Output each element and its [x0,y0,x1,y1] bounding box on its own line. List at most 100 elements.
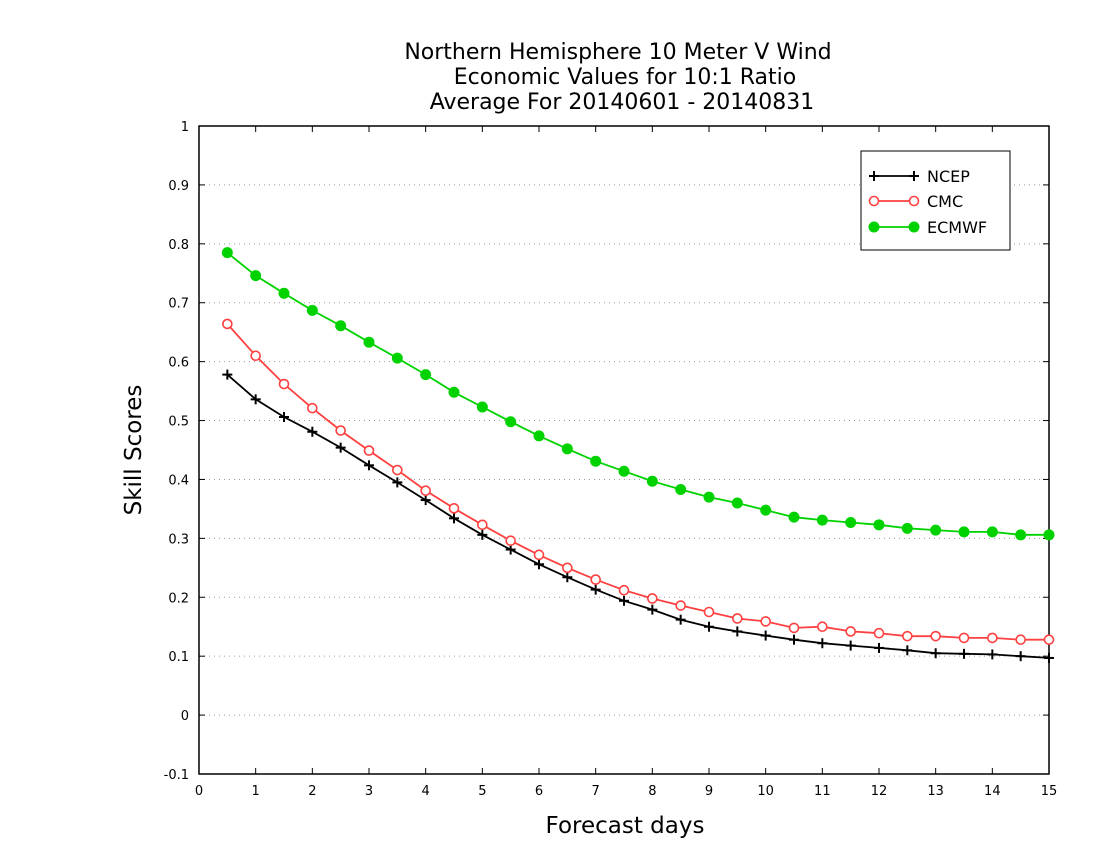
y-tick-label: 0 [181,709,189,724]
data-point-ecmwf [335,320,347,332]
x-tick-label: 4 [422,784,430,799]
legend-item-ecmwf: ECMWF [868,218,987,237]
legend-marker-ncep [869,171,879,181]
data-point-cmc [477,519,488,531]
data-point-ecmwf [278,287,290,299]
x-tick-label: 15 [1041,784,1058,799]
data-point-ncep [364,460,374,471]
data-point-cmc [930,630,941,642]
data-point-ncep [335,442,346,453]
data-point-cmc [1043,634,1055,645]
chart-title-line-1: Northern Hemisphere 10 Meter V Wind [404,40,831,65]
chart-title-line-2: Economic Values for 10:1 Ratio [454,65,796,90]
data-point-ecmwf [816,514,828,526]
data-point-ncep [534,559,544,570]
data-point-ncep [732,626,743,637]
legend-marker-cmc [868,195,880,207]
data-point-cmc [760,616,771,627]
data-point-cmc [392,464,403,476]
data-point-cmc [675,600,686,611]
data-point-ecmwf [618,465,630,477]
data-point-ecmwf [986,526,998,538]
data-point-cmc [307,402,318,414]
data-point-cmc [420,485,431,496]
data-point-cmc [448,503,460,514]
data-point-ncep [845,640,856,651]
data-point-ncep [505,544,516,555]
x-tick-label: 14 [984,784,1001,799]
x-tick-label: 1 [252,784,260,799]
data-point-cmc [732,613,743,624]
data-point-ecmwf [845,516,857,528]
y-tick-label: 0.2 [168,591,189,606]
y-tick-label: 0.4 [168,473,189,488]
data-point-ncep [930,648,941,659]
data-point-cmc [505,535,516,547]
data-point-ncep [222,369,233,380]
data-point-cmc [278,378,290,390]
legend-label-ncep: NCEP [927,167,970,186]
data-point-ecmwf [533,430,545,442]
data-point-ncep [420,495,431,506]
data-point-ecmwf [590,455,602,467]
data-point-ncep [279,412,289,423]
data-point-ecmwf [561,443,573,455]
data-point-ecmwf [505,416,517,428]
data-point-cmc [562,562,573,574]
data-point-cmc [817,621,828,633]
y-tick-label: 0.1 [168,650,189,665]
data-point-ncep [817,638,828,649]
data-point-ecmwf [930,524,942,536]
data-point-cmc [788,622,800,634]
legend-item-cmc: CMC [868,192,963,211]
data-point-ecmwf [675,483,687,495]
legend-marker-ecmwf [868,221,880,233]
data-point-ecmwf [901,522,913,534]
x-tick-label: 11 [814,784,831,799]
data-point-cmc [335,425,346,436]
data-point-cmc [222,318,233,330]
series-layer [221,247,1055,663]
data-point-cmc [590,574,601,585]
legend-box [860,150,1011,251]
legend-marker-ecmwf [908,221,920,233]
data-point-ncep [590,584,601,595]
data-point-ecmwf [391,352,403,364]
data-point-ncep [307,426,318,437]
data-point-ecmwf [1015,529,1027,541]
data-point-cmc [958,632,970,644]
data-point-cmc [703,606,715,618]
data-point-ncep [647,604,658,615]
data-point-ecmwf [448,386,460,398]
data-point-ncep [789,634,799,645]
data-point-ncep [874,642,884,653]
data-point-cmc [533,549,545,561]
data-point-ncep [902,645,913,656]
legend: NCEP CMC ECMWF [860,150,1011,251]
y-tick-label: -0.1 [164,768,189,783]
data-point-ecmwf [873,519,885,531]
data-point-ncep [987,649,998,660]
legend-label-cmc: CMC [927,192,963,211]
chart-title-line-3: Average For 20140601 - 20140831 [430,90,815,115]
y-tick-label: 0.7 [168,297,189,312]
data-point-ncep [1015,651,1026,662]
data-point-cmc [618,584,630,596]
x-axis-title: Forecast days [546,813,705,839]
data-point-cmc [845,626,856,637]
x-tick-label: 10 [757,784,774,799]
data-point-ncep [959,648,969,659]
x-tick-label: 13 [927,784,944,799]
data-point-ecmwf [476,401,488,413]
data-point-ncep [760,630,771,641]
x-tick-label: 12 [871,784,888,799]
data-point-ecmwf [646,475,658,487]
series-ecmwf [221,247,1055,541]
y-tick-label: 0.8 [168,238,189,253]
y-tick-label: 0.3 [168,532,189,547]
data-point-ecmwf [1043,529,1055,541]
axes: -0.100.10.20.30.40.50.60.70.80.910 1 2 3 4 5 6… [164,120,1058,799]
y-axis-title: Skill Scores [121,385,147,516]
data-point-ncep [675,614,686,625]
